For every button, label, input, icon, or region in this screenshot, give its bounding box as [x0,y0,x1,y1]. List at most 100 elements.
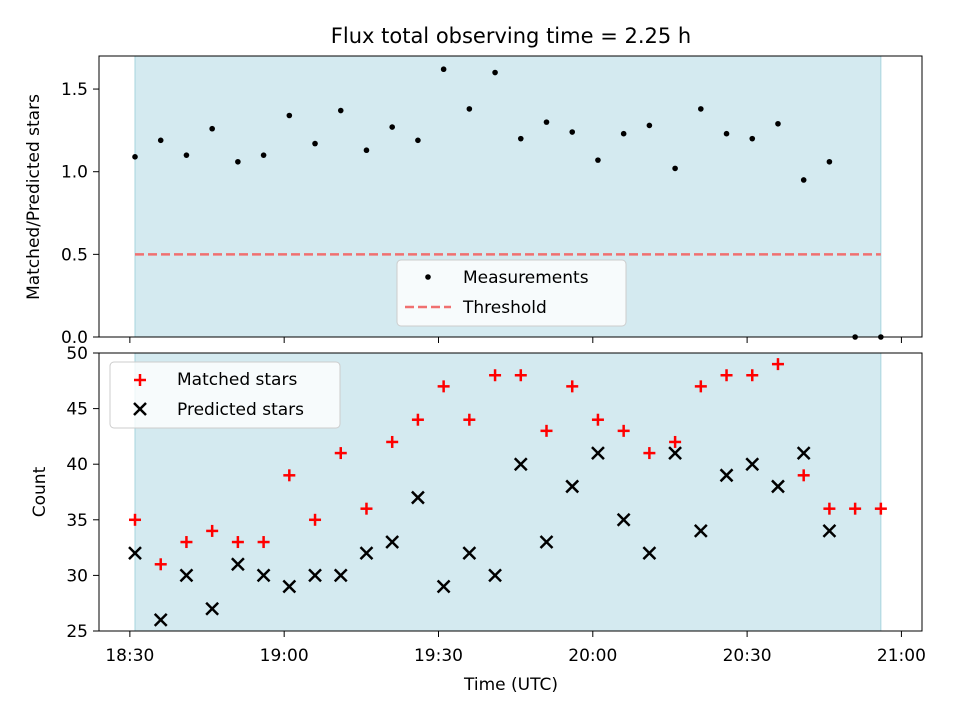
top-ytick-label: 0.5 [61,245,88,265]
measurement-point [492,69,498,76]
predicted-point [693,524,708,538]
matched-point [617,424,630,437]
top-panel-yaxis: 0.0 0.5 1.0 1.5 [61,80,99,348]
predicted-point [616,512,631,527]
predicted-point [488,568,502,583]
measurement-point [826,158,833,165]
bottom-panel: 25 30 35 40 45 50 18:30 19:00 19:30 20:00 20:30 21… [30,344,926,695]
bottom-xtick-label: 18:30 [105,646,154,666]
measurement-point [646,122,653,129]
top-legend-box [396,259,627,327]
matched-point [540,424,553,437]
measurement-point [775,120,781,127]
measurement-point [723,130,730,137]
matched-point [360,502,373,515]
predicted-point [745,457,760,472]
matched-point [591,413,604,426]
predicted-point [308,568,322,583]
matched-point [206,524,219,537]
predicted-point [771,479,785,494]
bottom-ytick-label: 45 [66,400,88,420]
predicted-point [719,468,734,483]
top-panel-xticks [129,337,902,343]
chart-title: Flux total observing time = 2.25 h [331,24,691,48]
bottom-xtick-label: 21:00 [877,646,926,666]
measurement-point [620,130,627,137]
measurement-point [466,106,473,112]
top-ytick-label: 0.0 [61,328,88,348]
predicted-point [591,446,605,460]
matched-point [566,380,579,393]
top-panel-ylabel: Matched/Predicted stars [24,94,44,300]
predicted-point [153,612,168,627]
predicted-point [462,546,477,561]
measurement-point [157,137,164,144]
predicted-point [796,446,811,460]
matched-point [257,536,270,549]
top-legend: Measurements Threshold [396,259,627,327]
measurement-point [517,135,524,142]
matched-point [334,447,347,460]
matched-point [746,369,759,382]
measurement-point [672,165,678,172]
measurement-point [749,135,756,142]
predicted-point [668,446,682,460]
predicted-point [539,535,554,549]
matched-point [849,502,862,515]
bottom-ytick-label: 50 [66,344,88,364]
legend-measurements-label: Measurements [463,268,589,288]
top-panel: 0.0 0.5 1.0 1.5 Matched/Predicted stars Mea… [24,55,923,348]
measurement-point [132,154,138,160]
measurement-point [312,140,318,147]
measurement-point [260,152,267,158]
predicted-point [333,568,348,583]
bottom-legend: Matched stars Predicted stars [109,361,341,429]
top-ytick-label: 1.0 [61,163,88,183]
legend-matched-marker [134,374,146,386]
matched-point [514,369,527,382]
legend-measurements-marker [425,274,431,280]
bottom-legend-box [109,361,341,429]
bottom-xtick-label: 19:30 [414,646,463,666]
measurement-point [543,119,550,125]
predicted-point [565,479,580,494]
predicted-point [385,535,400,549]
bottom-panel-yaxis: 25 30 35 40 45 50 [66,344,99,642]
measurement-point [389,124,395,130]
matched-point [463,413,476,426]
bottom-ytick-label: 25 [66,622,88,642]
matched-point [309,513,322,526]
predicted-point [128,546,142,561]
top-panel-frame [98,55,923,338]
bottom-xtick-label: 20:30 [723,646,772,666]
predicted-point [256,568,271,583]
top-ytick-label: 1.5 [61,80,88,100]
predicted-point [359,546,374,561]
predicted-point [179,568,194,583]
predicted-point [436,579,451,594]
bottom-panel-xaxis: 18:30 19:00 19:30 20:00 20:30 21:00 [105,631,926,666]
matched-point [797,469,810,482]
matched-point [386,435,399,448]
measurement-point [595,157,601,163]
matched-point [771,358,784,371]
legend-matched-label: Matched stars [177,370,297,390]
matched-point [823,502,836,515]
bottom-ytick-label: 30 [66,566,88,586]
measurement-point [569,129,576,135]
matched-point [643,447,656,460]
predicted-point [642,546,657,561]
predicted-point [513,457,528,472]
matched-point [669,435,682,448]
top-panel-points-layer [132,66,884,340]
bottom-ytick-label: 40 [66,455,88,475]
measurement-point [209,125,215,132]
predicted-point [282,579,297,594]
predicted-point [411,490,425,505]
matched-point [694,380,707,393]
measurement-point [440,66,447,73]
matched-point [154,558,167,571]
measurement-point [415,137,421,144]
matched-point [129,513,142,526]
